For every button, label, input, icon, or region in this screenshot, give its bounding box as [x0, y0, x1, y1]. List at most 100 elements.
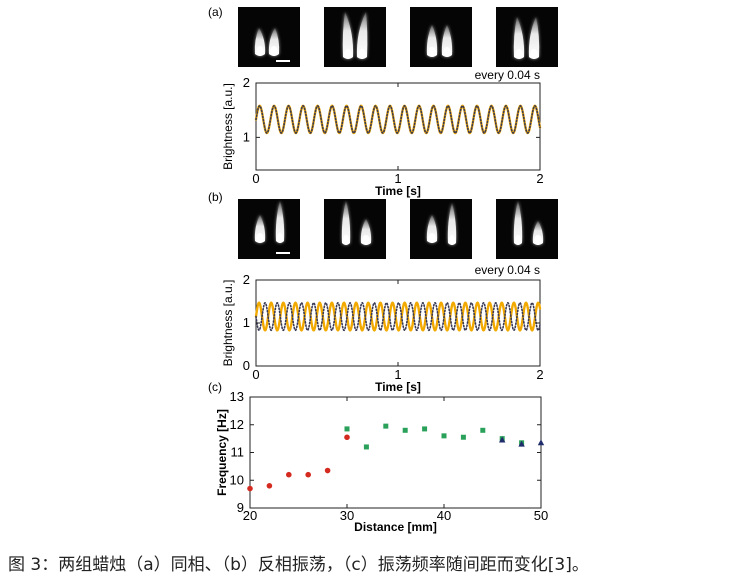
data-point-square	[480, 427, 486, 433]
candle-flame-image	[496, 199, 558, 259]
panel-a-every-label: every 0.04 s	[475, 68, 540, 82]
x-tick-label: 0	[252, 171, 259, 186]
flame-shape	[513, 17, 525, 59]
y-tick-label: 11	[231, 445, 245, 460]
panel-c-label: (c)	[208, 380, 222, 394]
y-tick-label: 12	[230, 417, 244, 432]
y-tick-label: 1	[243, 315, 250, 330]
data-point-square	[363, 444, 369, 450]
panel-b-every-label: every 0.04 s	[475, 263, 540, 277]
x-tick-label: 50	[534, 508, 548, 523]
flame-core	[428, 233, 436, 243]
x-tick-label: 1	[394, 171, 401, 186]
candle-flame-image	[324, 7, 386, 67]
flame-core	[358, 49, 366, 59]
flame-shape	[342, 12, 354, 59]
data-point-square	[422, 426, 428, 432]
flame-shape	[513, 201, 523, 245]
x-axis-label: Time [s]	[375, 184, 421, 198]
candle-frame-4	[496, 7, 558, 67]
candle-flame-image	[410, 7, 472, 67]
y-axis-label: Brightness [a.u.]	[221, 280, 235, 367]
data-point-triangle	[518, 440, 525, 447]
x-tick-label: 2	[536, 367, 543, 382]
x-tick-label: 0	[252, 367, 259, 382]
flame-core	[256, 46, 264, 56]
x-tick-label: 1	[394, 367, 401, 382]
panel-c-chart: 20 30 40 50 9 10 11 12 13 Distance [mm] Frequency …	[215, 389, 548, 534]
panel-a-label: (a)	[208, 5, 223, 19]
candle-flame-image	[238, 199, 300, 259]
flame-shape	[528, 17, 540, 59]
data-point-square	[402, 427, 408, 433]
data-point-square	[344, 426, 350, 432]
y-tick-label: 2	[243, 75, 250, 90]
data-point-circle	[286, 471, 292, 478]
data-point-circle	[266, 483, 273, 489]
y-tick-label: 9	[237, 500, 244, 515]
y-axis-label: Frequency [Hz]	[215, 409, 229, 496]
data-point-triangle	[499, 436, 506, 443]
flame-core	[343, 235, 349, 245]
x-tick-label: 40	[437, 508, 451, 523]
flame-shape	[275, 201, 285, 243]
y-tick-label: 13	[230, 389, 244, 404]
data-point-square	[383, 423, 389, 429]
candle-flame-image	[496, 7, 558, 67]
series-orange-line	[254, 301, 542, 332]
panel-b-chart: 0 1 2 0 1 2 Time [s] Brightness [a.u.]	[221, 272, 544, 394]
candle-frame-3	[410, 7, 472, 67]
candle-frame-3	[410, 199, 472, 259]
data-point-square	[460, 434, 466, 440]
flame-core	[256, 233, 264, 243]
figure-caption: 图 3：两组蜡烛（a）同相、（b）反相振荡，（c）振荡频率随间距而变化[3]。	[8, 555, 589, 575]
data-point-circle	[344, 434, 350, 441]
data-point-circle	[324, 467, 331, 474]
x-tick-label: 2	[536, 171, 543, 186]
data-point-triangle	[537, 439, 545, 446]
y-tick-label: 0	[243, 358, 250, 373]
flame-core	[277, 233, 283, 243]
flame-shape	[341, 201, 351, 245]
flame-shape	[447, 203, 457, 245]
candle-flame-image	[238, 7, 300, 67]
flame-core	[428, 47, 436, 57]
data-point-circle	[247, 485, 253, 492]
candle-frame-2	[324, 7, 386, 67]
flame-core	[449, 235, 455, 245]
panel-a-frames	[238, 7, 558, 67]
flame-core	[270, 46, 278, 56]
candle-frame-4	[496, 199, 558, 259]
data-point-circle	[305, 471, 312, 478]
panel-b-frames	[238, 199, 558, 259]
flame-core	[362, 235, 370, 245]
candle-flame-image	[410, 199, 472, 259]
data-point-square	[441, 433, 447, 439]
flame-core	[344, 49, 352, 59]
flame-shape	[356, 12, 368, 59]
panel-b-label: (b)	[208, 190, 223, 204]
scale-bar	[276, 252, 290, 254]
plot-frame	[249, 396, 542, 509]
scale-bar	[276, 60, 290, 62]
candle-frame-1	[238, 7, 300, 67]
x-tick-label: 30	[340, 508, 354, 523]
flame-core	[515, 235, 521, 245]
x-tick-label: 20	[243, 508, 257, 523]
candle-frame-1	[238, 199, 300, 259]
y-tick-label: 1	[243, 129, 250, 144]
candle-flame-image	[324, 199, 386, 259]
series-dotted-line	[255, 301, 541, 332]
y-axis-label: Brightness [a.u.]	[221, 83, 235, 170]
x-axis-label: Time [s]	[375, 380, 421, 394]
y-tick-label: 10	[230, 472, 244, 487]
candle-frame-2	[324, 199, 386, 259]
series-dotted-line	[255, 104, 541, 134]
flame-core	[443, 47, 451, 57]
y-tick-label: 2	[243, 272, 250, 287]
flame-core	[530, 49, 538, 59]
panel-a-chart: 0 1 2 1 2 Time [s] Brightness [a.u.]	[221, 75, 544, 198]
x-axis-label: Distance [mm]	[354, 520, 437, 534]
flame-core	[515, 49, 523, 59]
